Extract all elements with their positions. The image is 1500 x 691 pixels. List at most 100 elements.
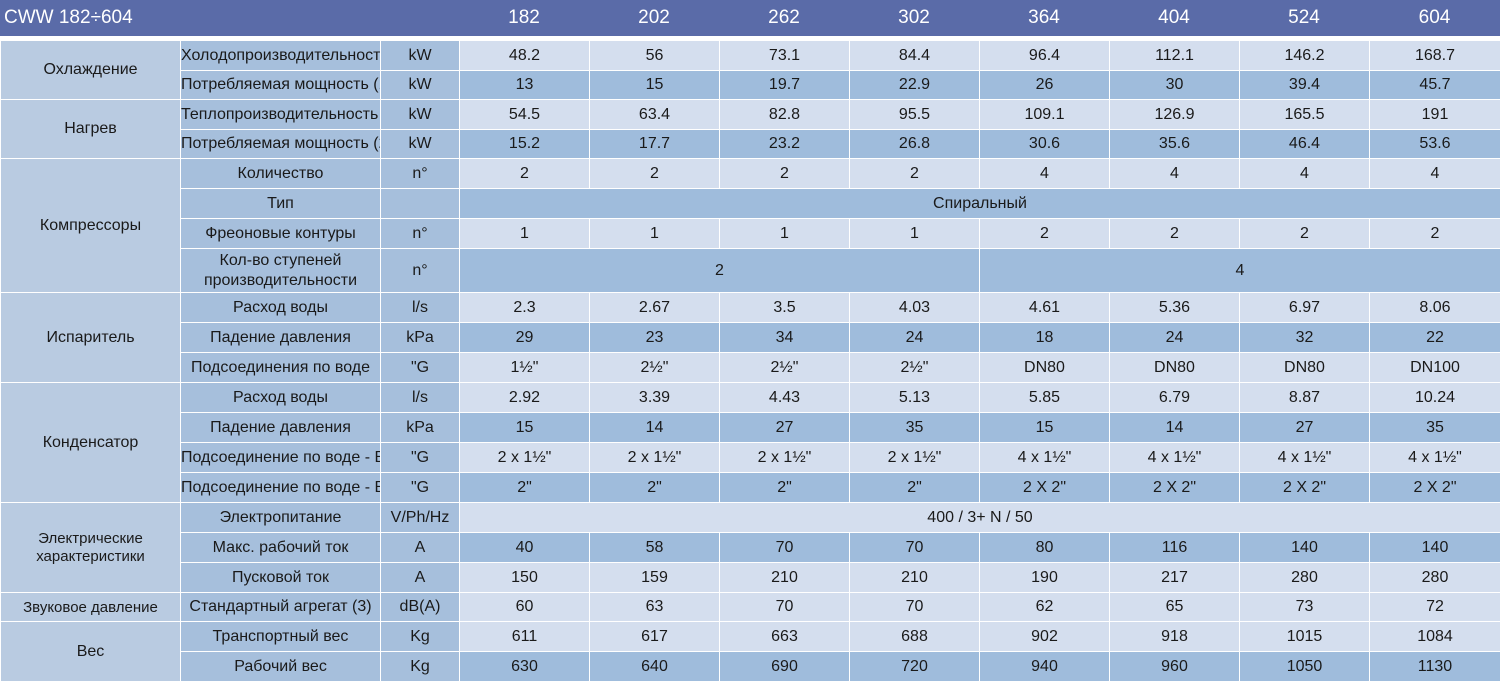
unit-cell: n° <box>380 158 460 189</box>
value-cell: 2 <box>589 158 720 189</box>
model-header: 364 <box>1028 7 1060 28</box>
param-label: Падение давления <box>180 412 381 443</box>
param-label: Подсоединения по воде <box>180 352 381 383</box>
unit-cell: kPa <box>380 412 460 443</box>
value-cell: 146.2 <box>1239 40 1370 71</box>
value-cell: 60 <box>459 592 590 622</box>
value-cell: 4 x 1½" <box>1239 442 1370 473</box>
unit-cell: kW <box>380 70 460 100</box>
model-header: 302 <box>898 7 930 28</box>
value-cell: 35 <box>849 412 980 443</box>
table-row: Звуковое давление Стандартный агрегат (3)… <box>0 592 1500 622</box>
value-cell: 17.7 <box>589 129 720 159</box>
value-cell: 39.4 <box>1239 70 1370 100</box>
value-cell: 2½" <box>719 352 850 383</box>
value-cell: 4 <box>979 158 1110 189</box>
value-cell: 4 x 1½" <box>979 442 1110 473</box>
value-cell: 1 <box>849 218 980 249</box>
value-cell: 2 X 2" <box>1239 472 1370 503</box>
param-label: Стандартный агрегат (3) <box>180 592 381 622</box>
unit-cell: kPa <box>380 322 460 353</box>
value-cell: 84.4 <box>849 40 980 71</box>
model-header: 604 <box>1418 7 1451 28</box>
value-cell: 4 <box>1369 158 1500 189</box>
param-label: Расход воды <box>180 382 381 413</box>
category-cell: Нагрев <box>0 99 181 159</box>
value-cell: 15 <box>589 70 720 100</box>
table-row: Электрические характеристики Электропитан… <box>0 502 1500 593</box>
value-cell: 2 <box>719 158 850 189</box>
value-cell: 96.4 <box>979 40 1110 71</box>
value-cell: 210 <box>719 562 850 593</box>
value-cell: 27 <box>719 412 850 443</box>
value-cell: 168.7 <box>1369 40 1500 71</box>
value-cell: 24 <box>849 322 980 353</box>
param-label: Электропитание <box>180 502 381 533</box>
value-cell: 2" <box>589 472 720 503</box>
value-cell: 150 <box>459 562 590 593</box>
table-row: Падение давления kPa 15 14 27 35 15 14 27 35 <box>1 412 1500 443</box>
param-label: Макс. рабочий ток <box>180 532 381 563</box>
value-cell: 29 <box>459 322 590 353</box>
param-label: Холодопроизводительность (1) <box>180 40 381 71</box>
value-cell: 2 x 1½" <box>719 442 850 473</box>
value-cell: 2" <box>459 472 590 503</box>
unit-cell: "G <box>380 442 460 473</box>
value-cell: 4 <box>1109 158 1240 189</box>
value-cell: 280 <box>1239 562 1370 593</box>
value-cell: 26.8 <box>849 129 980 159</box>
value-cell: 1084 <box>1369 621 1500 652</box>
category-cell: Конденсатор <box>0 382 181 503</box>
unit-cell: dB(A) <box>380 592 460 622</box>
value-cell: 30 <box>1109 70 1240 100</box>
value-cell: 62 <box>979 592 1110 622</box>
unit-cell: kW <box>380 99 460 130</box>
value-cell: 8.87 <box>1239 382 1370 413</box>
value-cell: 2 <box>1239 218 1370 249</box>
value-cell: 73 <box>1239 592 1370 622</box>
table-row: Тип Спиральный <box>1 188 1500 219</box>
value-cell: 5.85 <box>979 382 1110 413</box>
table-row: Фреоновые контуры n° 1 1 1 1 2 2 2 2 <box>1 218 1500 249</box>
param-label: Фреоновые контуры <box>180 218 381 249</box>
unit-cell: kW <box>380 40 460 71</box>
value-cell: 4.03 <box>849 292 980 323</box>
product-title: CWW 182÷604 <box>4 7 133 28</box>
param-label: Рабочий вес <box>180 651 381 682</box>
value-cell: 32 <box>1239 322 1370 353</box>
value-cell: 2½" <box>849 352 980 383</box>
value-cell: 140 <box>1239 532 1370 563</box>
unit-cell: "G <box>380 352 460 383</box>
param-label: Пусковой ток <box>180 562 381 593</box>
table-row: Нагрев Теплопроизводительность (2) kW 54.5 6… <box>0 99 1500 159</box>
value-cell: 280 <box>1369 562 1500 593</box>
unit-cell: A <box>380 532 460 563</box>
value-cell: 2 X 2" <box>1109 472 1240 503</box>
value-cell: 1 <box>719 218 850 249</box>
value-cell: 70 <box>719 532 850 563</box>
merged-value-cell: 4 <box>979 248 1500 293</box>
value-cell: 1050 <box>1239 651 1370 682</box>
merged-value-cell: 400 / 3+ N / 50 <box>459 502 1500 533</box>
value-cell: 6.79 <box>1109 382 1240 413</box>
value-cell: 617 <box>589 621 720 652</box>
value-cell: DN80 <box>1239 352 1370 383</box>
value-cell: 8.06 <box>1369 292 1500 323</box>
value-cell: 918 <box>1109 621 1240 652</box>
value-cell: 70 <box>719 592 850 622</box>
unit-cell: Kg <box>380 651 460 682</box>
unit-cell: V/Ph/Hz <box>380 502 460 533</box>
value-cell: 6.97 <box>1239 292 1370 323</box>
value-cell: 4 <box>1239 158 1370 189</box>
value-cell: 2" <box>719 472 850 503</box>
model-header: 524 <box>1288 7 1320 28</box>
unit-cell: A <box>380 562 460 593</box>
value-cell: 26 <box>979 70 1110 100</box>
param-label: Подсоединение по воде - Выход <box>180 472 381 503</box>
param-label: Подсоединение по воде - Вход <box>180 442 381 473</box>
unit-cell <box>380 188 460 219</box>
value-cell: 80 <box>979 532 1110 563</box>
value-cell: 73.1 <box>719 40 850 71</box>
value-cell: 1015 <box>1239 621 1370 652</box>
category-cell: Компрессоры <box>0 158 181 293</box>
